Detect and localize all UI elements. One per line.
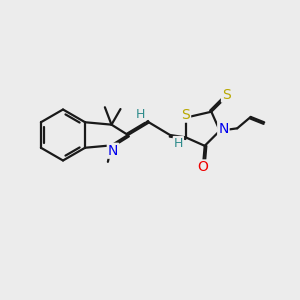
Text: O: O	[197, 160, 208, 174]
Text: H: H	[136, 107, 145, 121]
Text: N: N	[218, 122, 229, 136]
Text: S: S	[222, 88, 231, 102]
Text: S: S	[181, 108, 190, 122]
Text: H: H	[174, 137, 183, 150]
Text: N: N	[108, 144, 118, 158]
